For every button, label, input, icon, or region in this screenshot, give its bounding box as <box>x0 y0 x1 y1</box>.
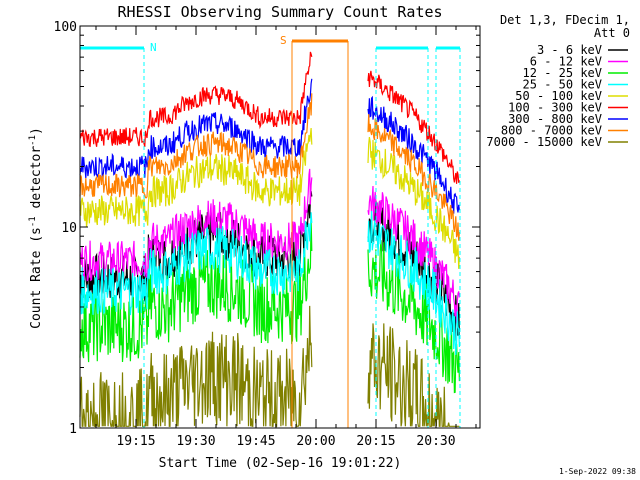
legend-label-8: 800 - 7000 keV <box>501 124 602 138</box>
series-line-3 <box>79 218 460 394</box>
chart-title: RHESSI Observing Summary Count Rates <box>117 3 442 21</box>
series-line-5 <box>79 127 460 269</box>
legend-header-line-1: Det 1,3, FDecim 1, <box>500 13 630 27</box>
legend-label-3: 12 - 25 keV <box>523 66 602 80</box>
y-axis-label-sup-1: -1 <box>28 216 38 227</box>
y-axis-label-main: Count Rate (s <box>29 227 44 329</box>
y-axis-label-end: ) <box>29 127 44 135</box>
footer-timestamp: 1-Sep-2022 09:38 <box>559 467 636 476</box>
series-line-9 <box>79 305 460 427</box>
x-tick-label-5: 20:15 <box>356 434 395 449</box>
legend-label-5: 50 - 100 keV <box>515 89 602 103</box>
x-axis-label: Start Time (02-Sep-16 19:01:22) <box>159 456 402 471</box>
legend-label-1: 3 - 6 keV <box>537 43 602 57</box>
x-tick-label-6: 20:30 <box>416 434 455 449</box>
y-tick-label-1: 1 <box>69 422 77 437</box>
annotation-layer: NS <box>80 34 461 428</box>
x-tick-label-3: 19:45 <box>236 434 275 449</box>
legend-label-9: 7000 - 15000 keV <box>486 135 602 149</box>
legend-label-2: 6 - 12 keV <box>530 55 602 69</box>
y-tick-label-3: 100 <box>54 20 77 35</box>
y-tick-label-2: 10 <box>61 221 77 236</box>
x-tick-label-4: 20:00 <box>296 434 335 449</box>
series-line-7 <box>79 78 460 214</box>
series-layer <box>79 51 460 427</box>
x-tick-label-1: 19:15 <box>116 434 155 449</box>
series-line-4 <box>79 210 460 356</box>
legend-label-6: 100 - 300 keV <box>508 101 602 115</box>
axes-layer: 1 10 100 19:15 19:30 19:45 20:00 20:15 20:30 <box>54 20 481 449</box>
saa-label: S <box>280 34 287 47</box>
y-axis-label: Count Rate (s-1 detector-1) <box>28 127 44 329</box>
legend-label-4: 25 - 50 keV <box>523 78 602 92</box>
night-label: N <box>150 41 157 54</box>
legend-header-line-2: Att 0 <box>594 26 630 40</box>
x-tick-label-2: 19:30 <box>176 434 215 449</box>
legend-label-7: 300 - 800 keV <box>508 112 602 126</box>
series-line-6 <box>79 51 460 184</box>
y-axis-label-mid: detector <box>29 146 44 217</box>
series-line-8 <box>79 93 460 241</box>
y-axis-label-sup-2: -1 <box>28 135 38 146</box>
